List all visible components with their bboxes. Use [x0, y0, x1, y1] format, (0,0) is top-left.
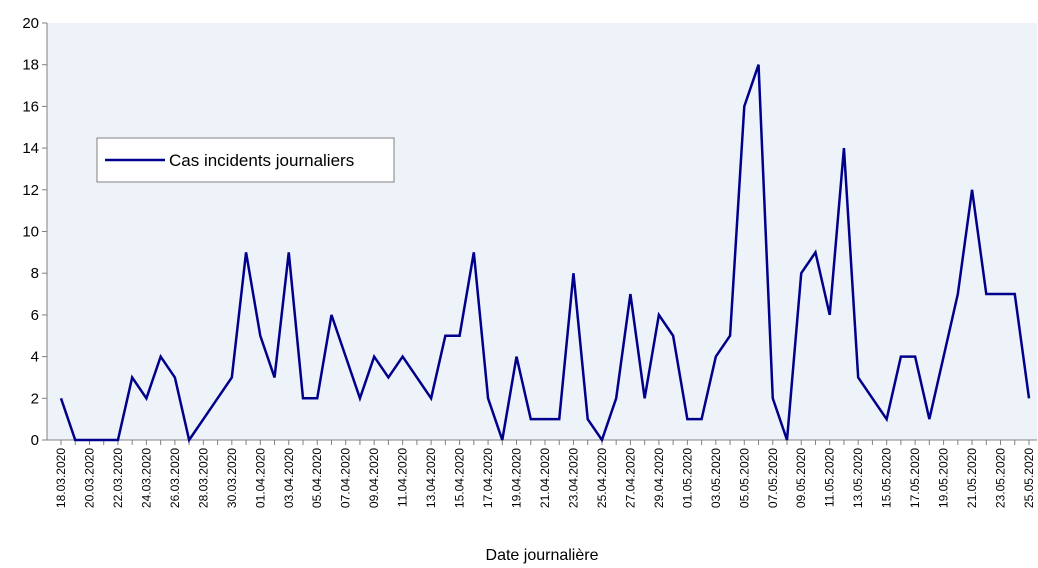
plot-area	[47, 23, 1037, 440]
x-tick-label: 09.05.2020	[794, 448, 808, 508]
y-tick-label: 2	[31, 390, 39, 407]
y-tick-label: 0	[31, 432, 39, 449]
x-tick-label: 03.04.2020	[282, 448, 296, 508]
x-tick-label: 21.05.2020	[965, 448, 979, 508]
x-tick-label: 05.05.2020	[737, 448, 751, 508]
x-tick-label: 17.04.2020	[481, 448, 495, 508]
x-tick-label: 13.04.2020	[424, 448, 438, 508]
x-axis-title: Date journalière	[486, 547, 599, 564]
x-tick-label: 22.03.2020	[111, 448, 125, 508]
x-tick-label: 11.05.2020	[823, 448, 837, 507]
x-tick-label: 27.04.2020	[623, 448, 637, 508]
x-tick-label: 17.05.2020	[908, 448, 922, 508]
x-axis: 18.03.2020 20.03.2020 22.03.2020 24.03.2020…	[47, 439, 1037, 508]
y-tick-label: 6	[31, 307, 39, 324]
legend: Cas incidents journaliers	[96, 137, 395, 183]
x-tick-label: 25.04.2020	[595, 448, 609, 508]
x-tick-label: 03.05.2020	[709, 448, 723, 508]
x-tick-label: 01.05.2020	[680, 448, 694, 508]
x-tick-label: 21.04.2020	[538, 448, 552, 508]
y-tick-label: 20	[22, 15, 39, 32]
x-tick-label: 25.05.2020	[1022, 448, 1036, 508]
x-tick-label: 30.03.2020	[225, 448, 239, 508]
x-tick-label: 24.03.2020	[139, 448, 153, 508]
x-tick-label: 29.04.2020	[652, 448, 666, 508]
y-tick-label: 18	[22, 57, 39, 74]
y-tick-label: 10	[22, 224, 39, 241]
series-group	[59, 64, 1031, 444]
x-tick-label: 19.04.2020	[510, 448, 524, 508]
x-tick-label: 19.05.2020	[937, 448, 951, 508]
x-tick-label: 23.05.2020	[994, 448, 1008, 508]
x-tick-label: 23.04.2020	[566, 448, 580, 508]
x-tick-label: 09.04.2020	[367, 448, 381, 508]
x-tick-label: 05.04.2020	[310, 448, 324, 508]
x-tick-label: 26.03.2020	[168, 448, 182, 508]
x-tick-label: 07.04.2020	[339, 448, 353, 508]
x-tick-label: 11.04.2020	[396, 448, 410, 507]
y-tick-label: 8	[31, 265, 39, 282]
y-tick-label: 14	[22, 140, 39, 157]
y-axis: 0 2 4 6 8 10 12 14 16 18 20	[22, 15, 48, 449]
x-tick-label: 18.03.2020	[54, 448, 68, 508]
x-tick-label: 15.04.2020	[453, 448, 467, 508]
x-tick-label: 28.03.2020	[196, 448, 210, 508]
y-tick-label: 16	[22, 98, 39, 115]
x-tick-label: 01.04.2020	[253, 448, 267, 508]
legend-label: Cas incidents journaliers	[169, 151, 354, 170]
y-tick-label: 4	[31, 349, 39, 366]
x-tick-label: 07.05.2020	[766, 448, 780, 508]
x-tick-label: 15.05.2020	[880, 448, 894, 508]
y-tick-label: 12	[22, 182, 39, 199]
x-tick-label: 13.05.2020	[851, 448, 865, 508]
x-tick-label: 20.03.2020	[82, 448, 96, 508]
